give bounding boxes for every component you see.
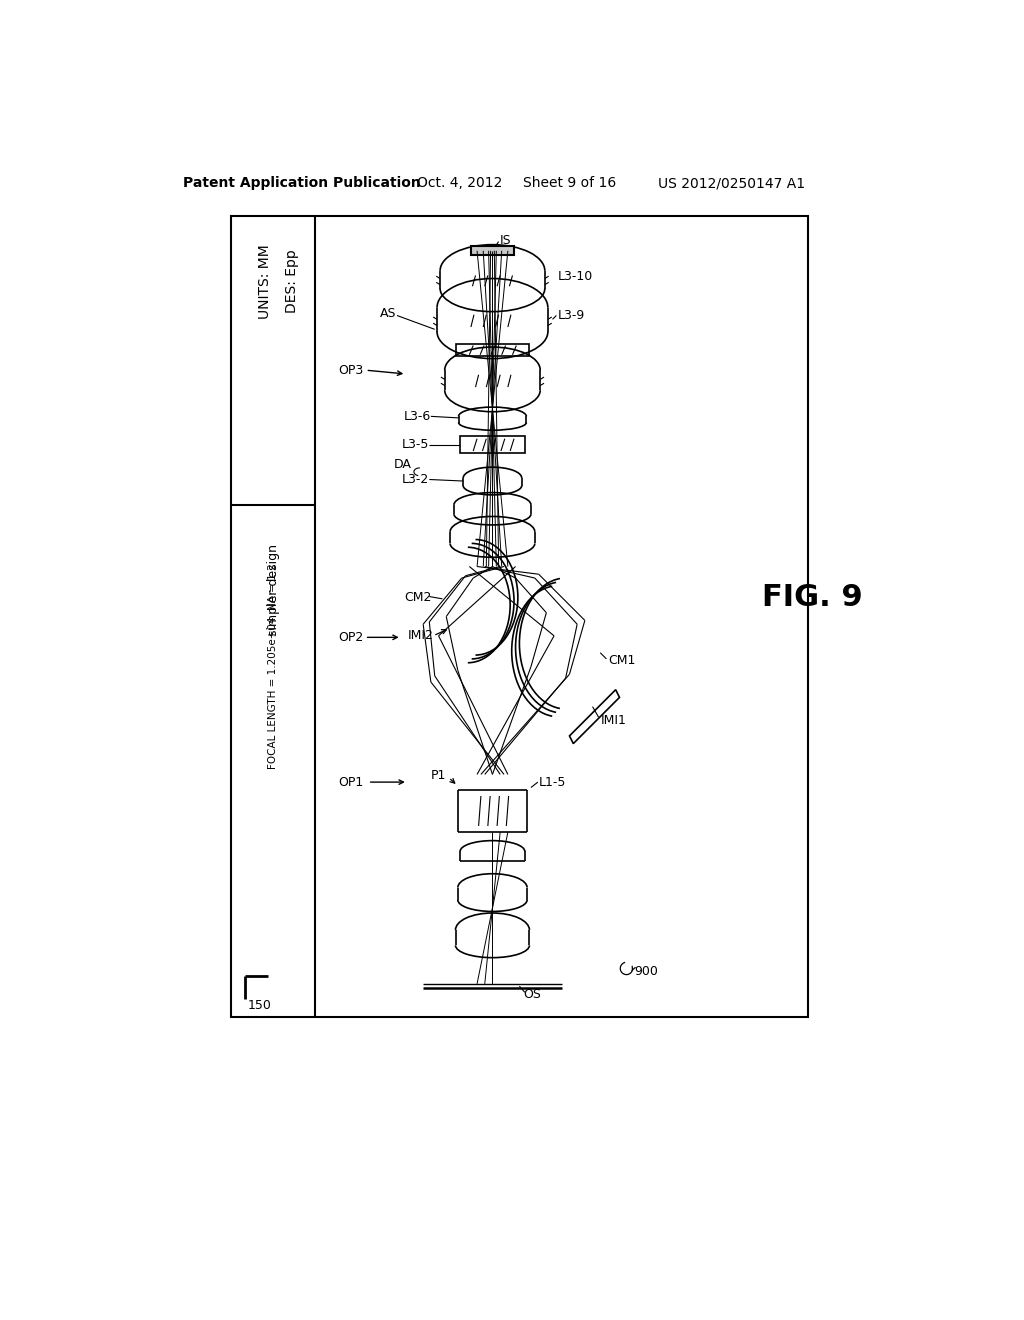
Text: IMI1: IMI1 [600,714,626,727]
Text: CM1: CM1 [608,653,635,667]
Text: simpler design: simpler design [266,544,280,636]
Bar [471,246,514,256]
Text: OS: OS [523,989,541,1001]
Text: US 2012/0250147 A1: US 2012/0250147 A1 [658,176,805,190]
Text: IS: IS [500,234,512,247]
Text: Oct. 4, 2012: Oct. 4, 2012 [417,176,503,190]
Text: L1-5: L1-5 [539,776,566,788]
Text: L3-10: L3-10 [558,271,593,284]
Text: Sheet 9 of 16: Sheet 9 of 16 [523,176,616,190]
Text: P1: P1 [431,770,446,783]
Bar [230,216,808,1016]
Text: 150: 150 [248,999,271,1012]
Text: AS: AS [380,308,396,321]
Text: CM2: CM2 [403,591,431,603]
Text: UNITS: MM: UNITS: MM [258,244,272,319]
Text: L3-6: L3-6 [403,409,431,422]
Text: L3-9: L3-9 [558,309,585,322]
Text: L3-5: L3-5 [402,438,429,451]
Text: IMI2: IMI2 [408,630,433,643]
Text: Patent Application Publication: Patent Application Publication [183,176,421,190]
Bar [460,437,524,453]
Text: 900: 900 [634,965,658,978]
Polygon shape [569,689,620,743]
Text: FOCAL LENGTH = 1.205e+04  NA = 1.2: FOCAL LENGTH = 1.205e+04 NA = 1.2 [268,564,278,770]
Text: OP3: OP3 [339,363,364,376]
Text: DA: DA [394,458,412,471]
Text: OP2: OP2 [339,631,364,644]
Text: OP1: OP1 [339,776,364,788]
Bar [456,345,529,356]
Text: DES: Epp: DES: Epp [286,249,299,313]
Text: L3-2: L3-2 [402,473,429,486]
Text: FIG. 9: FIG. 9 [762,583,862,611]
